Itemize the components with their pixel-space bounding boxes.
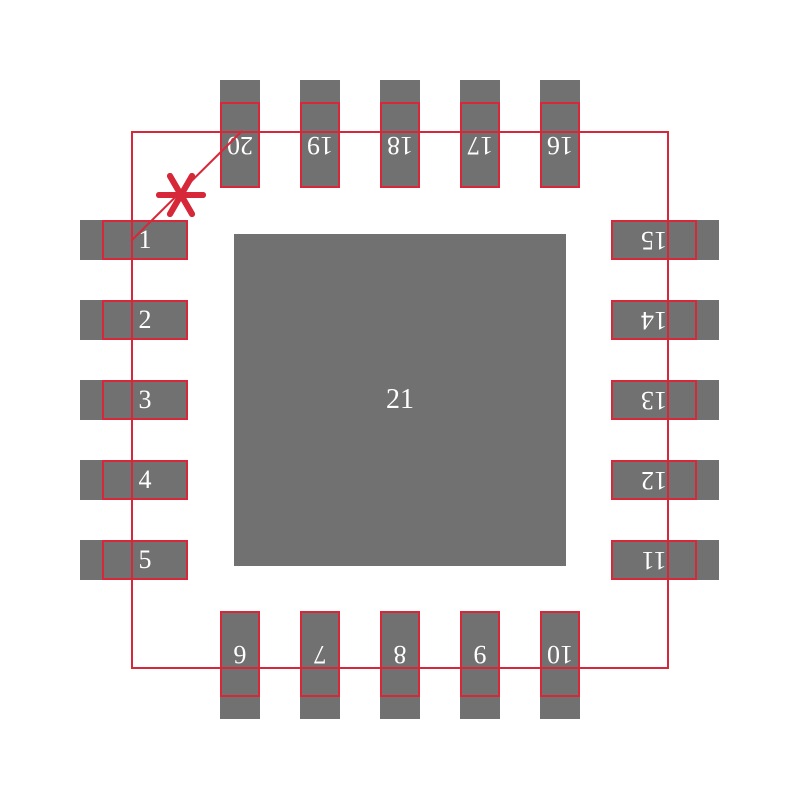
package-body-outline [131, 131, 669, 669]
qfn-footprint-diagram: 211234567891011121314151617181920 [0, 0, 800, 799]
